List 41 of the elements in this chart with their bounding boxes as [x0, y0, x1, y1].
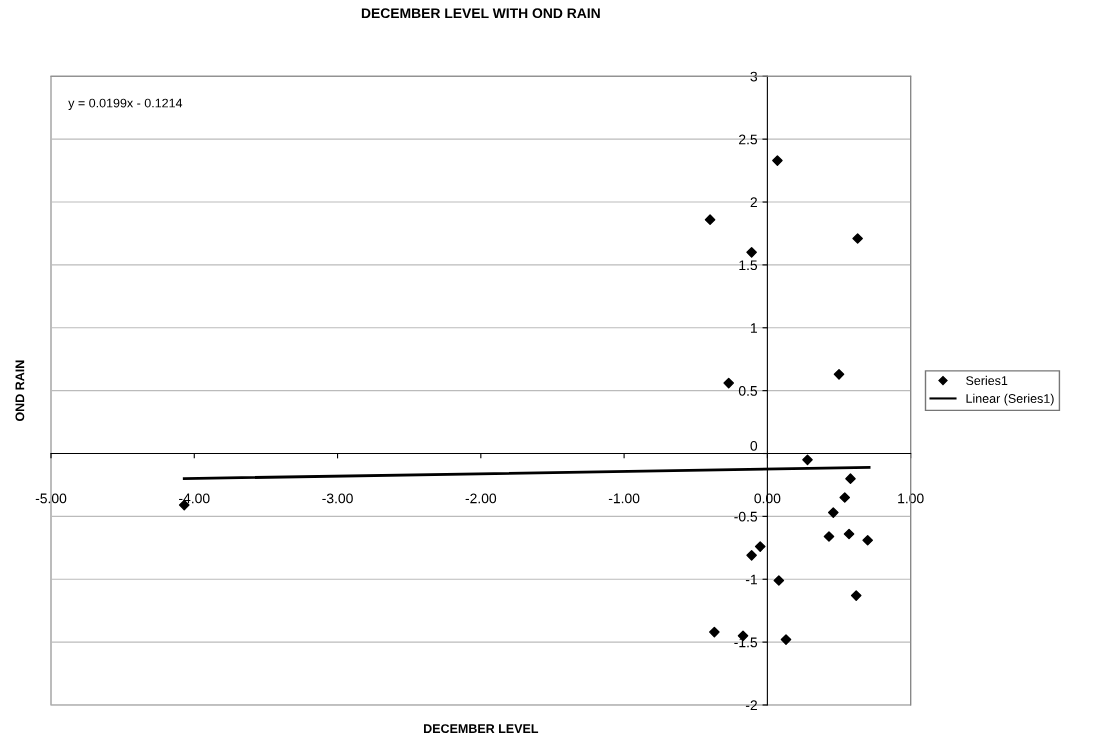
- x-tick-label: -2.00: [465, 493, 497, 504]
- point: [827, 507, 839, 518]
- y-tick-label: 2: [750, 197, 757, 208]
- y-axis-title: OND RAIN: [15, 360, 25, 422]
- point: [772, 155, 783, 166]
- y-tick-label: 0.5: [738, 385, 758, 396]
- point: [723, 377, 734, 389]
- x-tick-label: 1.00: [898, 493, 924, 504]
- point: [773, 575, 785, 586]
- y-tick-label: 0: [750, 440, 758, 451]
- y-tick-label: 1: [750, 323, 757, 333]
- point: [845, 473, 856, 484]
- x-tick-label: -3.00: [322, 493, 353, 504]
- y-tick-label: 1.5: [739, 260, 758, 271]
- legend-label: Linear (Series1): [966, 393, 1054, 406]
- y-tick-label: -1: [745, 574, 757, 585]
- point: [850, 590, 862, 601]
- point: [754, 541, 766, 552]
- x-tick-label: -5.00: [35, 493, 67, 504]
- point: [823, 531, 835, 542]
- point: [704, 214, 716, 225]
- point: [833, 368, 845, 380]
- x-axis-title: DECEMBER LEVEL: [424, 724, 539, 734]
- y-tick-label: 2.5: [739, 134, 758, 145]
- point: [780, 634, 792, 645]
- point: [852, 233, 863, 244]
- point: [843, 528, 855, 540]
- point: [746, 550, 757, 561]
- chart-title: DECEMBER LEVEL WITH OND RAIN: [361, 8, 600, 19]
- legend-label: Series1: [966, 375, 1008, 386]
- annotation: y = 0.0199x - 0.1214: [68, 98, 183, 110]
- x-tick-label: -1.00: [608, 493, 640, 504]
- y-tick-label: -0.5: [734, 511, 758, 522]
- y-tick-label: -2: [745, 700, 757, 711]
- point: [839, 492, 851, 503]
- point: [802, 454, 813, 466]
- x-tick-label: -4.00: [179, 493, 210, 504]
- y-tick-label: 3: [750, 71, 758, 82]
- point: [709, 626, 720, 638]
- point: [862, 534, 873, 546]
- point: [746, 247, 757, 258]
